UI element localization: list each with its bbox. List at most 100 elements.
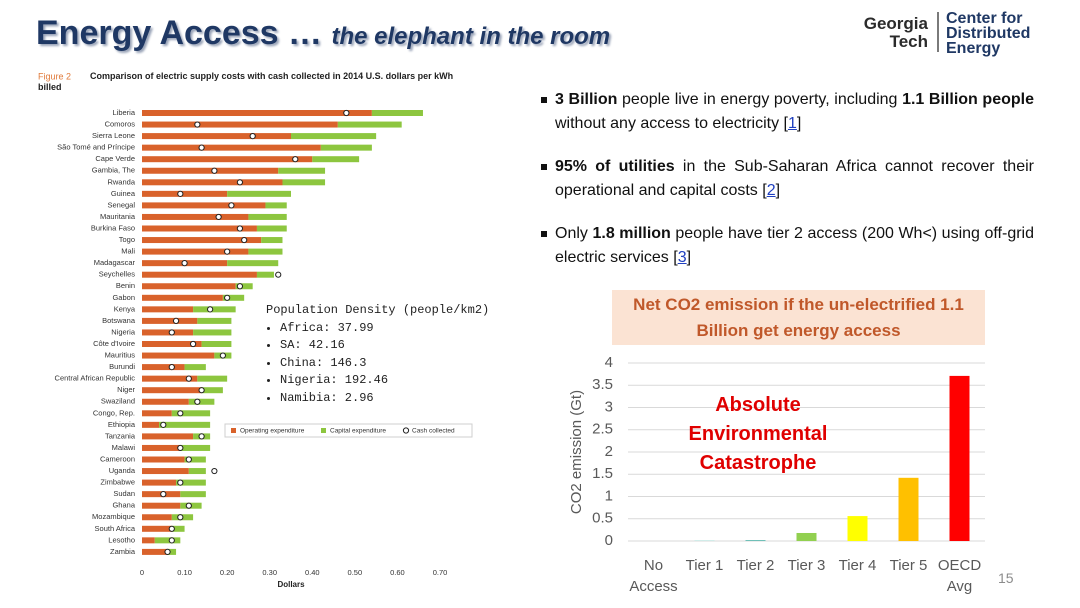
x-tick-label: 0.10 [177,568,192,577]
bar-segment [188,398,215,405]
bar-segment [142,317,198,324]
logo-line: Tech [889,32,928,51]
bullet: Only 1.8 million people have tier 2 acce… [540,222,1034,270]
bar-segment [320,144,372,151]
bar-segment [142,271,257,278]
marker [181,260,188,267]
bar-segment [142,444,181,451]
bullet-text: people have tier 2 access (200 Wh<) usin… [555,225,1035,266]
marker [189,340,197,348]
y-tick-label: Lesotho [108,535,135,544]
bar-segment [278,167,326,174]
marker [185,456,192,463]
legend-marker [321,428,326,433]
marker [228,202,235,209]
marker [211,467,218,475]
bar-segment [188,468,206,475]
marker [177,190,184,197]
bar-segment [248,248,283,255]
marker [164,548,171,556]
y-tick-label: Mauritania [100,212,136,221]
bar-segment [142,410,172,417]
legend-marker [231,428,236,433]
marker [275,271,282,278]
y-tick-label: Liberia [112,108,135,117]
bar-segment [142,525,172,532]
marker [172,317,180,324]
bullet-text[interactable]: 3 [677,249,687,266]
x-tick-label: Tier 3 [787,557,826,574]
bullet-text[interactable]: 2 [766,182,776,199]
bar-segment [142,537,155,544]
bar-segment [176,479,206,486]
x-tick-label: 0.40 [305,568,320,577]
bar-segment [142,341,202,347]
bar-segment [197,375,228,382]
y-tick-label: 3.5 [592,376,613,393]
bar-segment [142,375,198,382]
y-tick-label: Central African Republic [55,374,136,383]
y-tick-label: Senegal [107,200,135,209]
bar-segment [222,294,245,301]
y-tick-label: 1 [605,487,613,504]
marker [160,491,167,498]
logo-line: Distributed [946,25,1031,42]
bar [745,540,766,541]
bullet-text[interactable]: 1 [787,115,797,132]
bar-segment [184,456,206,463]
y-tick-label: Congo, Rep. [93,408,135,417]
page-number: 15 [998,570,1014,586]
marker [168,537,175,544]
bar-segment [180,491,206,498]
figure-label: Figure 2 [38,71,71,81]
y-tick-label: Zambia [110,547,136,556]
bar-segment [142,167,279,174]
bar [796,532,817,541]
y-tick-label: Nigeria [111,327,136,336]
bar-segment [256,225,287,232]
y-tick-label: Gabon [112,293,135,302]
y-tick-label: Burundi [109,362,135,371]
bar-segment [142,352,215,359]
bar-segment [371,110,423,116]
y-tick-label: 0 [605,532,613,549]
marker [198,387,205,394]
x-tick-label: 0.60 [390,568,405,577]
bar-segment [193,329,232,336]
title-main: Energy Access … [36,14,322,52]
marker [241,236,248,244]
bullet: 95% of utilities in the Sub-Saharan Afri… [540,155,1034,203]
bar-segment [142,468,189,475]
y-axis-label: CO2 emission (Gt) [568,390,585,514]
bar-segment [142,190,228,197]
bar-segment [142,213,249,220]
chart-annotation: Absolute Environmental Catastrophe [688,394,828,474]
y-tick-label: Kenya [114,304,136,313]
density-item: Nigeria: 192.46 [280,372,489,390]
marker [177,410,184,417]
bullet-text: Only [555,225,593,242]
bar-segment [142,456,185,463]
logo-line: Georgia [863,14,928,33]
marker [236,225,244,232]
figure-title: Comparison of electric supply costs with… [38,71,454,92]
marker [198,433,205,440]
density-item: China: 146.3 [280,355,489,373]
marker [194,398,201,405]
bar-segment [159,421,211,428]
legend-label: Operating expenditure [240,428,305,435]
bar [847,516,868,541]
bullet: 3 Billion people live in energy poverty,… [540,88,1034,136]
bar-segment [193,306,236,313]
bar-segment [142,133,291,140]
marker [219,352,226,359]
y-tick-label: Côte d'Ivoire [93,339,135,348]
x-axis-label: Dollars [277,580,305,589]
bar-segment [142,202,266,209]
marker [207,306,214,313]
y-tick-label: Niger [117,385,135,394]
marker [236,179,244,186]
y-tick-label: 4 [605,354,613,371]
bar-segment [201,341,232,347]
y-tick-label: Ghana [112,501,135,510]
